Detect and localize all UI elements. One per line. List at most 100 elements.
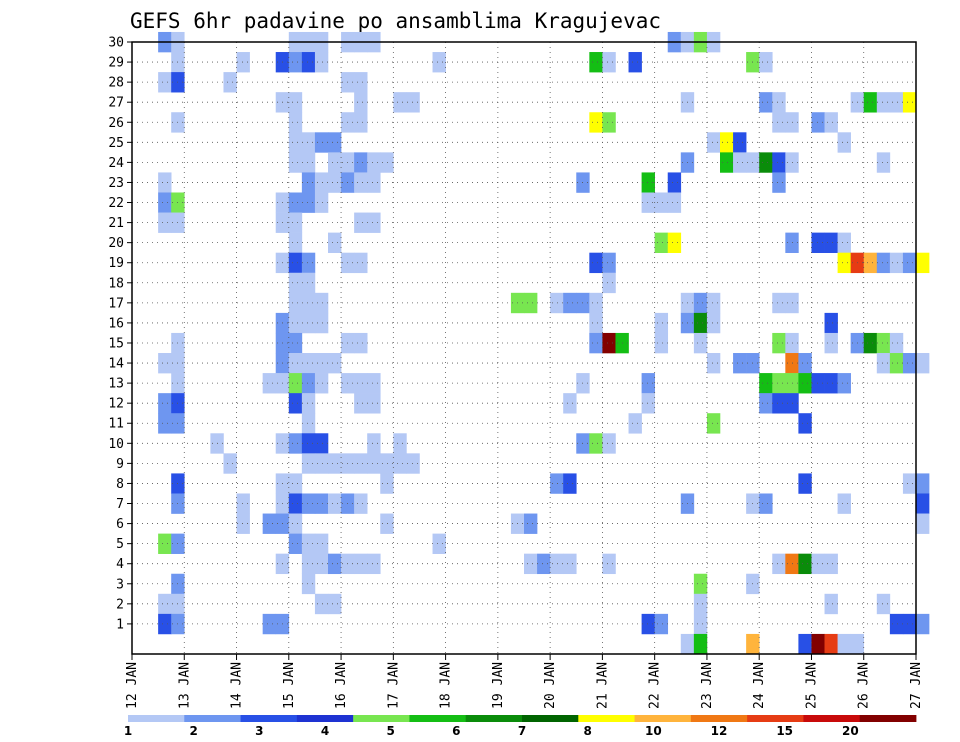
data-cell [301, 172, 316, 193]
data-cell [628, 413, 642, 434]
data-cell [863, 92, 878, 113]
data-cell [288, 513, 303, 534]
data-cell [158, 533, 172, 554]
y-tick-label: 2 [116, 597, 124, 612]
data-cell [288, 493, 303, 514]
data-cell [563, 553, 577, 575]
data-cell [406, 453, 420, 474]
data-cell [301, 252, 316, 274]
colorbar-swatch [353, 715, 410, 722]
data-cell [772, 172, 786, 193]
data-cell [354, 92, 368, 113]
data-cell [837, 252, 851, 274]
colorbar-swatch [240, 715, 298, 722]
data-cell [288, 373, 303, 394]
data-cell [301, 373, 316, 394]
data-cell [902, 252, 917, 274]
data-cell [301, 413, 316, 434]
data-cell [314, 593, 329, 615]
data-cell [759, 52, 773, 73]
data-cell [314, 373, 329, 394]
colorbar-swatch [859, 715, 917, 722]
data-cell [589, 433, 603, 454]
data-cell [328, 172, 342, 193]
data-cell [223, 72, 237, 93]
colorbar-label: 6 [452, 724, 460, 738]
data-cell [367, 553, 381, 575]
data-cell [798, 473, 812, 494]
data-cell [589, 112, 603, 133]
data-cell [850, 633, 865, 655]
plot-frame [131, 41, 917, 655]
data-cell [380, 473, 394, 494]
y-tick-label: 12 [108, 397, 124, 412]
data-cell [693, 593, 708, 615]
data-cell [772, 393, 786, 414]
y-tick-label: 13 [108, 377, 124, 392]
data-cell [393, 453, 407, 474]
data-cell [158, 393, 172, 414]
y-tick-label: 7 [116, 497, 124, 512]
data-cell [288, 533, 303, 554]
data-cell [354, 393, 368, 414]
data-cell [916, 493, 930, 514]
data-cell [314, 493, 329, 514]
data-cell [288, 433, 303, 454]
data-cell [772, 553, 786, 575]
x-tick-label: 17 JAN [386, 662, 401, 709]
data-cell [262, 513, 277, 534]
data-cell [733, 353, 747, 374]
data-cell [314, 132, 329, 153]
data-cell [824, 332, 838, 354]
data-cell [524, 292, 538, 314]
x-tick-label: 25 JAN [804, 662, 819, 709]
data-cell [824, 112, 838, 133]
data-cell [288, 353, 303, 374]
data-cell [354, 112, 368, 133]
x-tick-label: 24 JAN [752, 662, 767, 709]
data-cell [641, 192, 655, 213]
data-cell [158, 353, 172, 374]
data-cell [667, 192, 682, 213]
data-cell [654, 192, 669, 213]
y-tick-label: 1 [116, 617, 124, 632]
y-tick-label: 15 [108, 336, 124, 351]
data-cell [354, 72, 368, 93]
data-cell [876, 252, 891, 274]
data-cell [824, 553, 838, 575]
data-cell [916, 513, 930, 534]
data-cell [380, 453, 394, 474]
x-tick-label: 13 JAN [177, 662, 192, 709]
x-tick-label: 26 JAN [857, 662, 872, 709]
data-cell [902, 92, 917, 113]
data-cell [262, 373, 277, 394]
y-tick-label: 23 [108, 176, 124, 191]
data-cell [288, 393, 303, 414]
x-tick-label: 15 JAN [282, 662, 297, 709]
data-cell [328, 232, 342, 253]
x-tick-label: 27 JAN [909, 662, 924, 709]
data-cell [314, 172, 329, 193]
data-cell [589, 332, 603, 354]
data-cell [641, 172, 655, 193]
data-cell [811, 633, 825, 655]
y-tick-label: 18 [108, 276, 124, 291]
data-cell [524, 513, 538, 534]
data-cell [328, 493, 342, 514]
data-cell [301, 152, 316, 173]
y-axis: 1234567891011121314151617181920212223242… [108, 36, 132, 632]
y-tick-label: 21 [108, 216, 124, 231]
data-cell [693, 613, 708, 635]
data-cell [693, 332, 708, 354]
colorbar-label: 10 [645, 724, 662, 738]
data-cell [288, 112, 303, 133]
data-cell [236, 52, 250, 73]
data-cell [746, 633, 760, 655]
data-cell [550, 553, 564, 575]
data-cell [328, 353, 342, 374]
data-cell [314, 453, 329, 474]
data-cell [236, 513, 250, 534]
data-cell [236, 493, 250, 514]
data-cell [889, 252, 904, 274]
